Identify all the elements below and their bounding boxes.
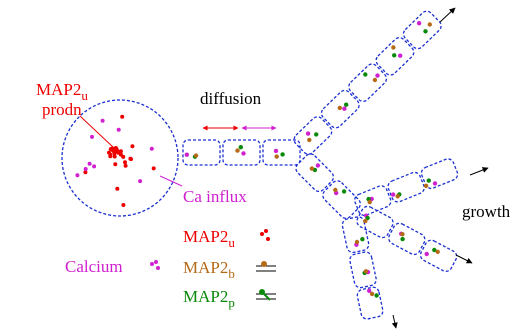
particle bbox=[138, 179, 142, 183]
particle bbox=[88, 162, 92, 166]
particle bbox=[427, 178, 431, 182]
particle bbox=[90, 135, 94, 139]
particle bbox=[119, 149, 123, 153]
particle bbox=[333, 188, 337, 192]
particle bbox=[360, 237, 364, 241]
particle bbox=[84, 167, 88, 171]
particle bbox=[306, 131, 310, 135]
particle bbox=[113, 162, 117, 166]
particle bbox=[120, 115, 124, 119]
particle bbox=[194, 153, 198, 157]
particle bbox=[150, 147, 154, 151]
particle bbox=[121, 203, 125, 207]
growth-arrow bbox=[393, 315, 396, 328]
particle bbox=[152, 166, 156, 170]
branch-right-up bbox=[353, 157, 460, 217]
particle bbox=[101, 119, 105, 123]
particle bbox=[129, 157, 133, 161]
branch-right-down bbox=[355, 204, 459, 273]
particle bbox=[235, 148, 239, 152]
particle bbox=[396, 194, 400, 198]
particle bbox=[123, 160, 127, 164]
particle bbox=[417, 21, 421, 25]
branch-bottom bbox=[341, 216, 384, 320]
particle bbox=[239, 145, 243, 149]
particle bbox=[241, 151, 245, 155]
particle bbox=[124, 164, 128, 168]
particle bbox=[374, 293, 378, 297]
particle bbox=[424, 184, 428, 188]
particle bbox=[121, 155, 125, 159]
particle bbox=[423, 29, 427, 33]
particle bbox=[368, 200, 372, 204]
particle bbox=[364, 269, 368, 273]
particle bbox=[117, 128, 121, 132]
particle bbox=[370, 292, 374, 296]
particle bbox=[425, 252, 429, 256]
particle bbox=[275, 154, 279, 158]
particle bbox=[185, 153, 189, 157]
growth-arrow bbox=[470, 168, 488, 175]
growth-label: growth bbox=[462, 202, 511, 221]
particle bbox=[111, 149, 115, 153]
neuron bbox=[62, 8, 488, 328]
particle bbox=[307, 138, 311, 142]
particle bbox=[75, 173, 79, 177]
particle bbox=[280, 152, 284, 156]
ca-influx-label: Ca influx bbox=[183, 187, 247, 206]
production-label: prodn bbox=[42, 100, 82, 119]
particle bbox=[92, 164, 96, 168]
particle bbox=[355, 240, 359, 244]
particle bbox=[375, 73, 379, 77]
particle bbox=[391, 192, 395, 196]
growth-arrow bbox=[456, 255, 472, 263]
particle bbox=[338, 106, 342, 110]
particle bbox=[130, 144, 134, 148]
particle bbox=[400, 232, 404, 236]
map2p-label: MAP2p bbox=[183, 287, 235, 310]
particle bbox=[436, 250, 440, 254]
particle bbox=[274, 149, 278, 153]
growth-arrow bbox=[440, 8, 455, 22]
diffusion-label: diffusion bbox=[200, 89, 262, 108]
particle bbox=[314, 132, 318, 136]
particle bbox=[342, 189, 346, 193]
particle bbox=[115, 187, 119, 191]
particle bbox=[391, 45, 395, 49]
particle bbox=[433, 181, 437, 185]
particle bbox=[428, 22, 432, 26]
map2b-label: MAP2b bbox=[183, 258, 235, 281]
pointer bbox=[80, 116, 114, 148]
particle bbox=[316, 163, 320, 167]
particle bbox=[310, 166, 314, 170]
particle bbox=[392, 53, 396, 57]
branch-down bbox=[294, 152, 363, 221]
particle bbox=[373, 78, 377, 82]
map2u-label: MAP2u bbox=[183, 227, 235, 250]
particle bbox=[363, 219, 367, 223]
particle bbox=[398, 54, 402, 58]
particle bbox=[344, 103, 348, 107]
particle bbox=[400, 237, 404, 241]
particle bbox=[363, 72, 367, 76]
particle bbox=[113, 155, 117, 159]
particle bbox=[108, 154, 112, 158]
diagram: MAP2u prodn diffusion Ca influx growth C… bbox=[0, 0, 522, 333]
calcium-label: Calcium bbox=[65, 257, 123, 276]
particle bbox=[342, 107, 346, 111]
